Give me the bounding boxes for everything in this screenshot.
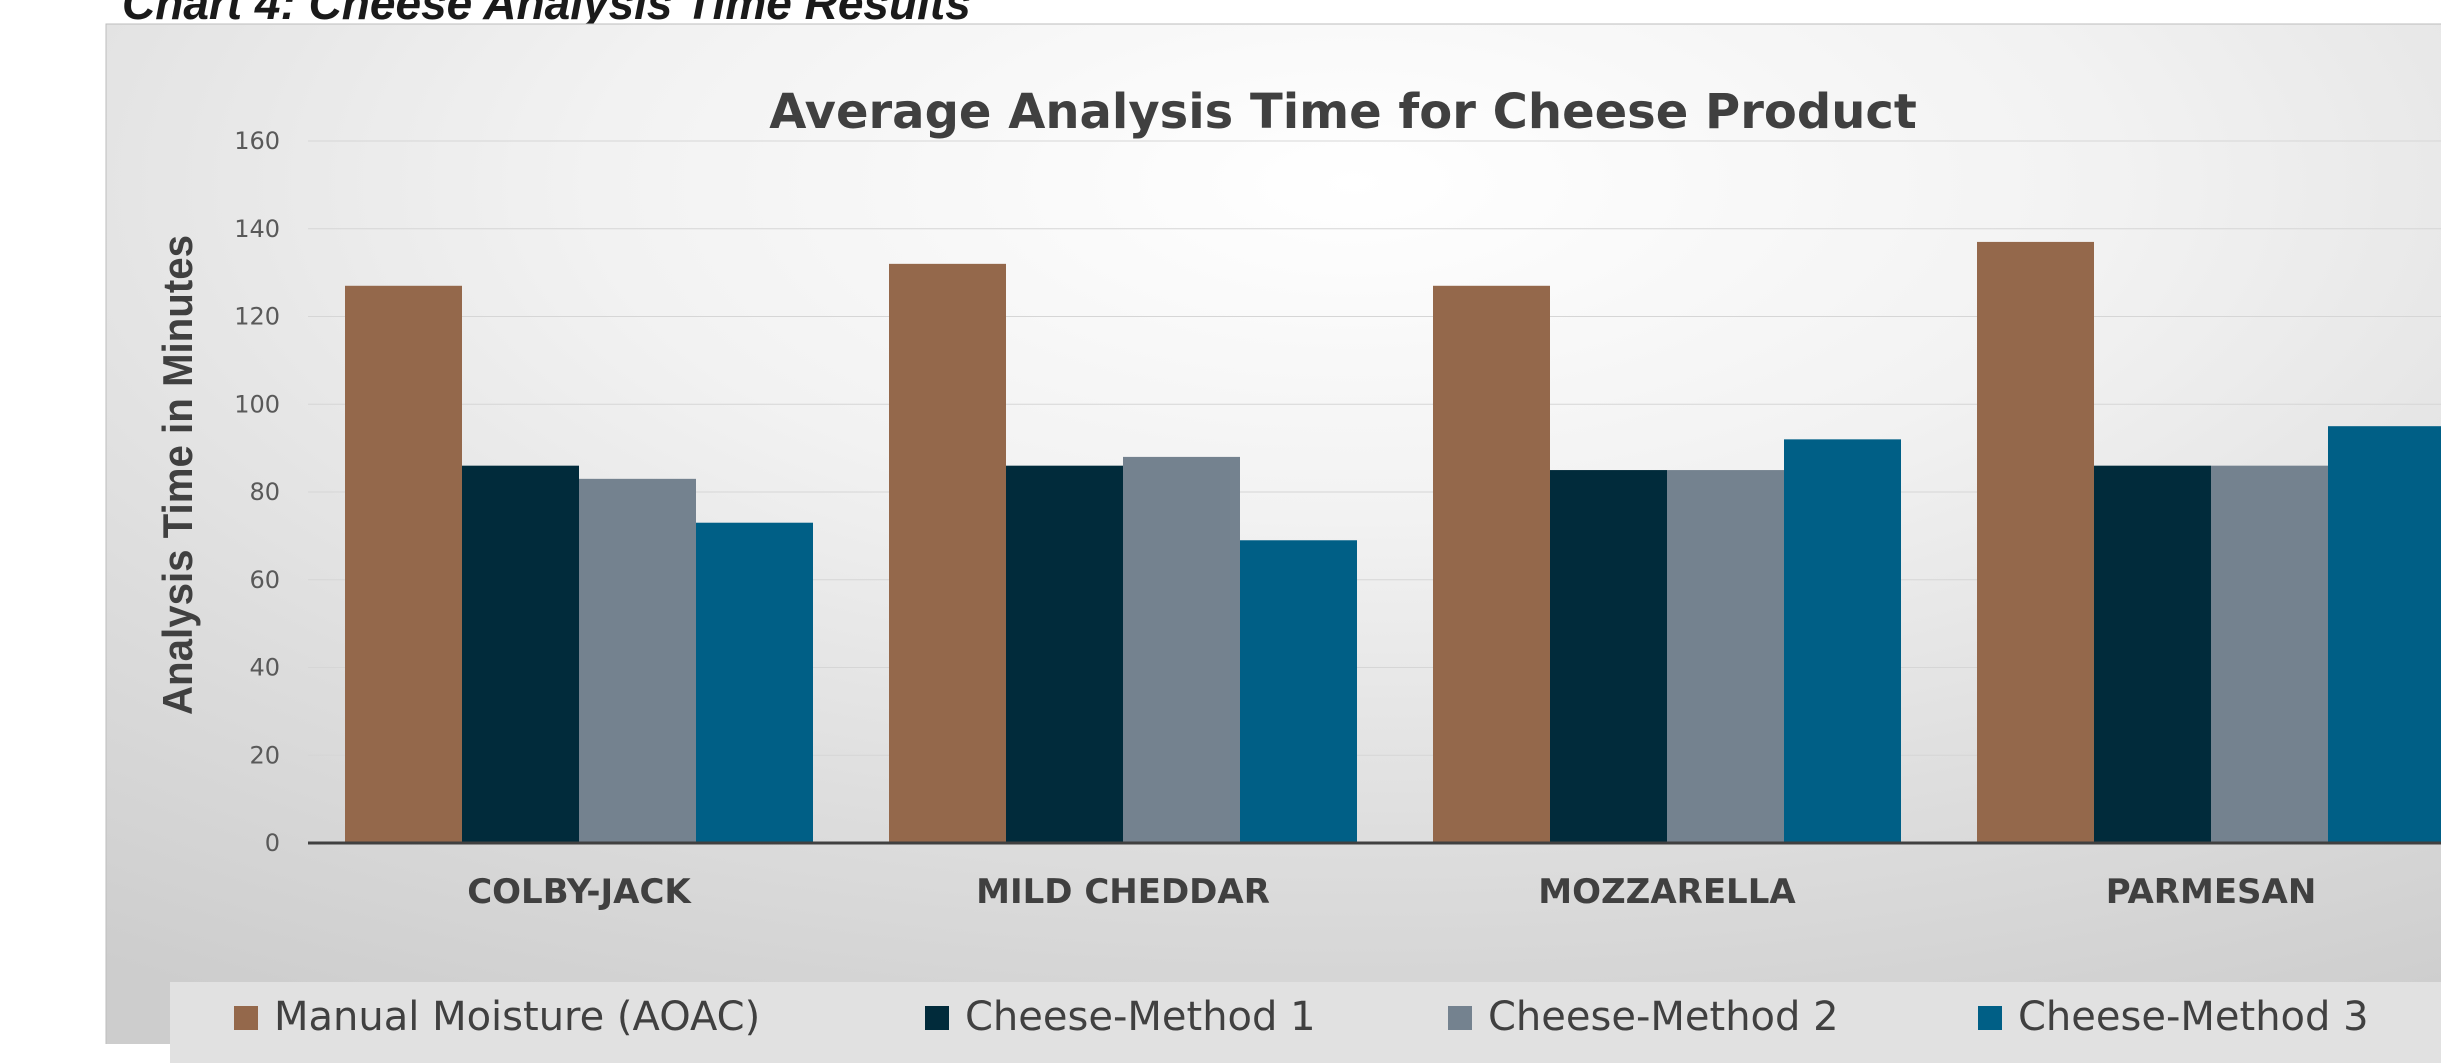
x-category-label: MOZZARELLA (1538, 872, 1796, 912)
bar (2211, 465, 2328, 843)
bar (1977, 241, 2094, 844)
y-tick-label: 140 (234, 215, 280, 243)
bar (1433, 285, 1550, 844)
x-category-labels: COLBY-JACK MILD CHEDDAR MOZZARELLA PARMESAN (467, 872, 2316, 912)
legend-label: Cheese-Method 2 (1488, 994, 1839, 1040)
bar (1550, 470, 1667, 843)
legend-swatch (1448, 1006, 1472, 1030)
bar (345, 285, 462, 844)
legend-label: Manual Moisture (AOAC) (274, 994, 760, 1040)
y-tick-label: 60 (249, 566, 280, 594)
x-category-label: COLBY-JACK (467, 872, 692, 912)
bar (579, 478, 696, 843)
legend-swatch (234, 1006, 258, 1030)
y-tick-label: 0 (265, 829, 280, 857)
bar (1006, 465, 1123, 843)
legend-swatch (1978, 1006, 2002, 1030)
bar (462, 465, 579, 843)
bar (2094, 465, 2211, 843)
legend-swatch (925, 1006, 949, 1030)
y-tick-label: 160 (234, 127, 280, 155)
legend: Manual Moisture (AOAC) Cheese-Method 1 Che… (234, 994, 2369, 1040)
x-category-label: PARMESAN (2106, 872, 2317, 912)
bar (1784, 439, 1901, 843)
bar (889, 263, 1006, 844)
x-category-label: MILD CHEDDAR (976, 872, 1270, 912)
bar (2328, 426, 2441, 843)
legend-label: Cheese-Method 3 (2018, 994, 2369, 1040)
bar (696, 522, 813, 843)
y-tick-labels: 0 20 40 60 80 100 120 140 160 (234, 127, 280, 857)
bar (1123, 456, 1240, 843)
y-tick-label: 100 (234, 390, 280, 418)
chart-title: Average Analysis Time for Cheese Product (769, 84, 1917, 140)
y-tick-label: 40 (249, 654, 280, 682)
bar (1240, 540, 1357, 843)
y-tick-label: 120 (234, 303, 280, 331)
legend-label: Cheese-Method 1 (965, 994, 1316, 1040)
legend-area (170, 982, 2441, 1044)
bar (1667, 470, 1784, 843)
y-axis-label: Analysis Time in Minutes (154, 235, 201, 715)
y-tick-label: 20 (249, 741, 280, 769)
bars (345, 241, 2441, 844)
y-tick-label: 80 (249, 478, 280, 506)
